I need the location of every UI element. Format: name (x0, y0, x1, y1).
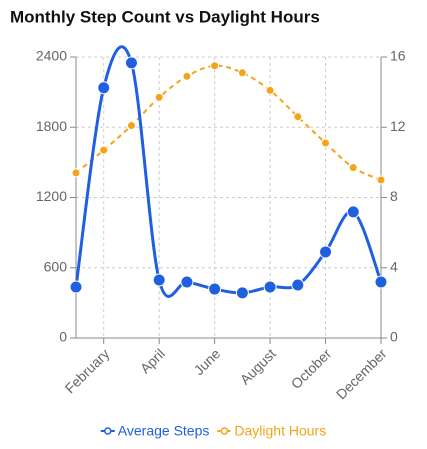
data-point (180, 275, 194, 289)
data-point (263, 280, 277, 294)
data-point (124, 56, 138, 70)
x-tick-label: December (333, 345, 390, 402)
data-point (374, 275, 388, 289)
y-tick-label: 0 (59, 329, 67, 345)
data-point (182, 71, 192, 81)
y2-tick-label: 8 (390, 188, 398, 204)
data-point (237, 68, 247, 78)
data-point (235, 286, 249, 300)
data-point (154, 92, 164, 102)
y-tick-label: 600 (44, 258, 68, 274)
data-point (293, 112, 303, 122)
data-point (376, 175, 386, 185)
y2-tick-label: 12 (390, 118, 406, 134)
data-point (346, 205, 360, 219)
data-point (97, 81, 111, 95)
data-point (291, 278, 305, 292)
legend-label: Average Steps (118, 423, 210, 439)
chart-title: Monthly Step Count vs Daylight Hours (10, 7, 320, 26)
x-tick-label: April (137, 345, 168, 376)
data-point (265, 85, 275, 95)
series-line (74, 45, 383, 298)
data-point (69, 280, 83, 294)
y2-tick-label: 16 (390, 48, 406, 64)
data-point (210, 61, 220, 71)
y-tick-label: 2400 (36, 48, 67, 64)
legend-marker (104, 427, 112, 435)
data-point (152, 273, 166, 287)
y-tick-label: 1200 (36, 188, 67, 204)
x-tick-label: June (191, 345, 224, 378)
series-line (75, 64, 382, 181)
data-point (321, 138, 331, 148)
data-point (208, 282, 222, 296)
x-tick-label: February (62, 345, 113, 396)
data-point (71, 168, 81, 178)
legend-label: Daylight Hours (234, 423, 326, 439)
x-tick-label: October (288, 345, 335, 392)
data-point (126, 120, 136, 130)
data-point (319, 245, 333, 259)
y2-tick-label: 0 (390, 329, 398, 345)
legend: Average Steps Daylight Hours (100, 423, 326, 439)
y-tick-label: 1800 (36, 118, 67, 134)
x-tick-label: August (237, 345, 279, 387)
data-point (348, 163, 358, 173)
data-point (99, 145, 109, 155)
legend-marker (220, 427, 229, 435)
y2-tick-label: 4 (390, 258, 398, 274)
